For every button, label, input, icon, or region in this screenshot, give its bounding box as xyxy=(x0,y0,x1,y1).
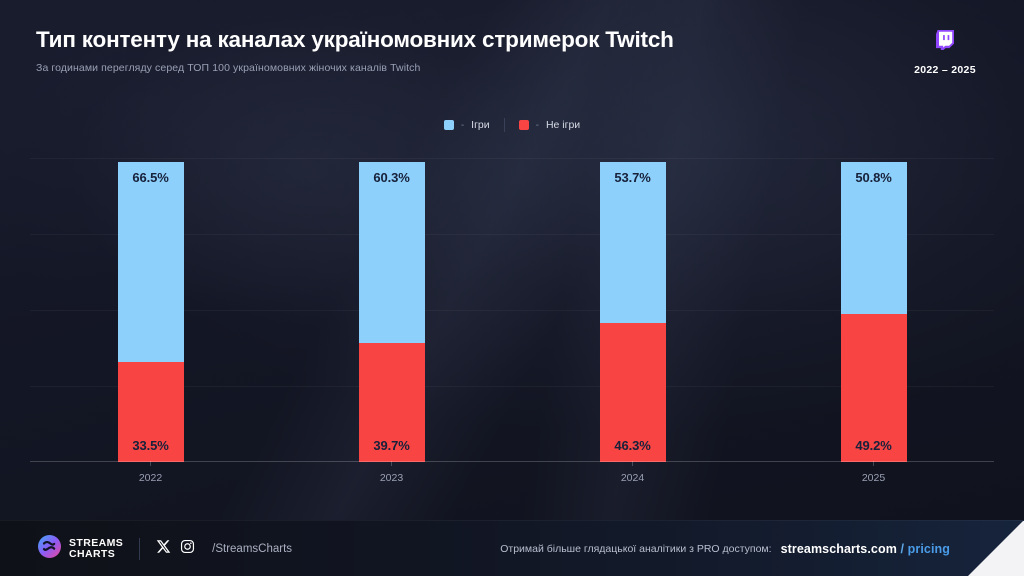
x-axis-label-2022: 2022 xyxy=(138,472,163,484)
x-axis-label-2025: 2025 xyxy=(861,472,886,484)
chart-legend: - Ігри - Не ігри xyxy=(0,118,1024,132)
x-axis-label-2024: 2024 xyxy=(620,472,645,484)
promo-domain: streamscharts.com xyxy=(780,541,897,556)
streamscharts-logo-icon xyxy=(37,534,62,564)
bar-label-nongames-2025: 49.2% xyxy=(855,438,892,453)
instagram-icon[interactable] xyxy=(180,539,195,559)
corner-accent xyxy=(968,521,1024,576)
footer-left: STREAMS CHARTS /Stre xyxy=(0,534,292,564)
bar-segment-games-2022[interactable]: 66.5% xyxy=(117,162,184,362)
red-square-icon xyxy=(518,120,529,130)
brand-name-line1: STREAMS xyxy=(69,536,124,549)
bar-label-nongames-2023: 39.7% xyxy=(373,438,410,453)
legend-label-games: Ігри xyxy=(471,119,490,131)
blue-square-icon xyxy=(443,120,454,130)
bar-label-nongames-2022: 33.5% xyxy=(132,438,169,453)
plot-area: 66.5% 33.5% 60.3% 39.7% 53.7% xyxy=(30,150,994,466)
bar-label-nongames-2024: 46.3% xyxy=(614,438,651,453)
bar-label-games-2023: 60.3% xyxy=(373,170,410,186)
bar-segment-games-2023[interactable]: 60.3% xyxy=(358,162,425,343)
date-range-label: 2022 – 2025 xyxy=(914,64,976,76)
bar-segment-nongames-2023[interactable]: 39.7% xyxy=(358,342,425,462)
social-handle[interactable]: /StreamsCharts xyxy=(212,542,293,555)
bar-label-games-2024: 53.7% xyxy=(614,170,651,186)
page-subtitle: За годинами перегляду серед ТОП 100 укра… xyxy=(36,62,421,74)
legend-divider xyxy=(503,118,505,132)
bar-segment-nongames-2024[interactable]: 46.3% xyxy=(599,323,666,462)
bar-segment-games-2025[interactable]: 50.8% xyxy=(840,162,907,315)
twitch-glitch-icon xyxy=(936,30,954,55)
promo-page: pricing xyxy=(907,541,950,556)
bar-label-games-2022: 66.5% xyxy=(132,170,169,185)
legend-item-games[interactable]: - Ігри xyxy=(430,119,504,131)
bar-column-2025[interactable]: 50.8% 49.2% xyxy=(840,150,907,462)
x-twitter-icon[interactable] xyxy=(156,539,171,559)
bar-label-games-2025: 50.8% xyxy=(855,170,892,186)
bar-column-2024[interactable]: 53.7% 46.3% xyxy=(599,150,666,462)
gridlines xyxy=(30,150,994,462)
bar-segment-nongames-2022[interactable]: 33.5% xyxy=(117,361,184,462)
x-axis-labels: 2022 2023 2024 2025 xyxy=(30,472,994,484)
bar-column-2022[interactable]: 66.5% 33.5% xyxy=(117,150,184,462)
promo-slash: / xyxy=(896,541,908,556)
footer-divider xyxy=(139,537,141,560)
footer-right: Отримай більше глядацької аналітики з PR… xyxy=(500,542,1024,556)
social-links: /StreamsCharts xyxy=(156,539,292,559)
legend-dash: - xyxy=(535,119,539,131)
promo-text: Отримай більше глядацької аналітики з PR… xyxy=(500,542,772,555)
x-axis-label-2023: 2023 xyxy=(379,472,404,484)
footer-bar: STREAMS CHARTS /Stre xyxy=(0,520,1024,576)
bar-segment-nongames-2025[interactable]: 49.2% xyxy=(840,314,907,462)
legend-item-nongames[interactable]: - Не ігри xyxy=(505,119,595,131)
twitch-badge: 2022 – 2025 xyxy=(890,30,1000,76)
promo-link[interactable]: streamscharts.com / pricing xyxy=(781,542,950,556)
header: Тип контенту на каналах україномовних ст… xyxy=(36,27,916,74)
page-title: Тип контенту на каналах україномовних ст… xyxy=(36,27,674,52)
brand-logo[interactable]: STREAMS CHARTS xyxy=(37,534,123,564)
brand-name-line2: CHARTS xyxy=(69,547,116,560)
bar-group: 66.5% 33.5% 60.3% 39.7% 53.7% xyxy=(30,150,994,462)
legend-dash: - xyxy=(460,119,465,131)
bar-column-2023[interactable]: 60.3% 39.7% xyxy=(358,150,425,462)
legend-label-nongames: Не ігри xyxy=(545,119,581,131)
x-axis-line xyxy=(30,461,994,462)
bar-segment-games-2024[interactable]: 53.7% xyxy=(599,162,666,324)
